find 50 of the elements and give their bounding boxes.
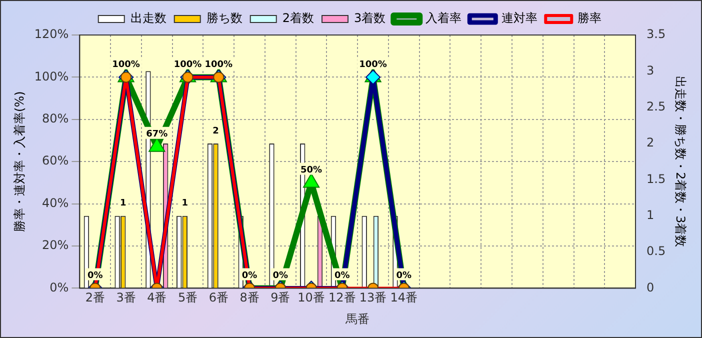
data-label: 1 — [120, 198, 126, 209]
legend-label: 3着数 — [354, 11, 386, 26]
y-axis-title: 勝率・連対率・入着率(%) — [12, 91, 26, 232]
x-tick-label: 5番 — [178, 290, 198, 305]
legend-label: 連対率 — [502, 11, 538, 26]
legend-label: 入着率 — [426, 11, 462, 26]
x-tick-label: 10番 — [298, 290, 325, 305]
y-tick-label: 0% — [50, 280, 69, 294]
x-tick-label: 13番 — [359, 290, 387, 305]
y-tick-label: 120% — [34, 27, 69, 42]
y2-tick-label: 2.5 — [646, 99, 666, 114]
y2-tick-label: 3 — [646, 63, 654, 78]
data-label: 50% — [300, 166, 322, 176]
y2-tick-label: 2 — [646, 136, 654, 150]
data-label: 100% — [112, 60, 140, 70]
y-tick-label: 40% — [42, 196, 69, 210]
y2-tick-label: 3.5 — [646, 27, 666, 42]
x-tick-label: 4番 — [147, 290, 167, 305]
x-tick-label: 9番 — [270, 290, 290, 305]
x-tick-label: 3番 — [116, 290, 136, 305]
data-label: 1 — [182, 198, 188, 209]
y2-tick-label: 1 — [646, 208, 654, 222]
data-label: 100% — [204, 60, 233, 70]
y2-tick-label: 0.5 — [646, 244, 666, 258]
data-label: 2 — [212, 126, 219, 136]
legend-label: 出走数 — [130, 11, 166, 26]
y2-axis-title: 出走数・勝ち数・2着数・3着数 — [674, 76, 688, 248]
y-tick-label: 100% — [34, 69, 69, 84]
x-tick-label: 12番 — [328, 290, 356, 305]
data-label: 0% — [334, 271, 350, 282]
data-label: 0% — [88, 271, 103, 282]
data-label: 100% — [174, 60, 202, 70]
y-tick-label: 80% — [42, 112, 69, 126]
x-axis-title: 馬番 — [344, 312, 370, 326]
x-tick-label: 6番 — [208, 290, 228, 305]
data-label: 100% — [359, 60, 387, 70]
data-label: 0% — [396, 271, 412, 282]
data-label: 0% — [242, 271, 258, 282]
y2-tick-label: 1.5 — [646, 172, 666, 186]
x-tick-label: 14番 — [390, 290, 418, 305]
legend-label: 勝ち数 — [206, 11, 242, 26]
legend-label: 2着数 — [282, 11, 314, 26]
legend-label: 勝率 — [578, 11, 602, 26]
x-tick-label: 8番 — [240, 290, 260, 305]
y-tick-label: 60% — [42, 154, 69, 168]
data-label: 0% — [272, 271, 288, 282]
y-tick-label: 20% — [42, 238, 69, 252]
data-label: 67% — [146, 130, 168, 140]
x-tick-label: 2番 — [85, 290, 105, 305]
y2-tick-label: 0 — [646, 280, 654, 294]
